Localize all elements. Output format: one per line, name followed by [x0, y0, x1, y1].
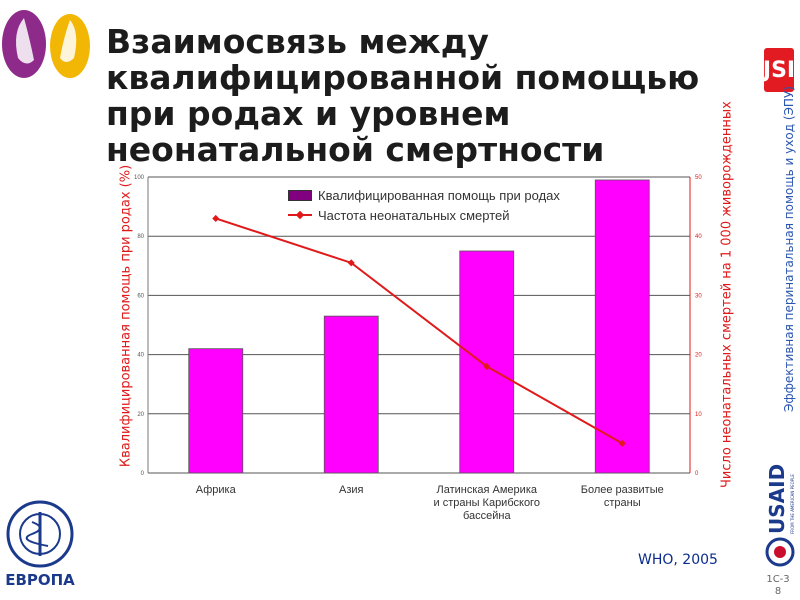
right-tick-label: 40 [695, 234, 702, 240]
page-number: 1С-3 8 [760, 574, 796, 598]
usaid-seal-icon [765, 537, 795, 567]
y-axis-right-label: Число неонатальных смертей на 1 000 живо… [719, 101, 735, 488]
slide-title: Взаимосвязь между квалифицированной помо… [106, 22, 700, 169]
line-path [215, 217, 623, 445]
line-series [212, 214, 626, 447]
chart-axes [147, 177, 691, 473]
mother-child-logo [2, 10, 90, 78]
who-region-label: ЕВРОПА [5, 571, 75, 589]
category-label: Африка [195, 484, 236, 496]
bar [459, 250, 515, 474]
y-axis-left-label: Квалифицированная помощь при родах (%) [118, 164, 134, 468]
legend-label-line: Частота неонатальных смертей [318, 207, 510, 223]
usaid-logo: USAID FROM THE AMERICAN PEOPLE [765, 464, 795, 567]
chart-legend: Квалифицированная помощь при родах Часто… [288, 185, 560, 225]
left-tick-label: 40 [137, 353, 144, 359]
category-label: Более развитые страны [580, 484, 664, 509]
left-tick-label: 80 [137, 234, 144, 240]
line-point [212, 214, 220, 222]
right-tick-label: 10 [695, 412, 702, 418]
usaid-tagline: FROM THE AMERICAN PEOPLE [790, 474, 795, 534]
right-tick-label: 50 [695, 175, 702, 181]
bar [188, 348, 244, 474]
left-axis-ticks: 0 20 40 60 80 100 [134, 175, 145, 477]
right-axis-ticks: 0 10 20 30 40 50 [695, 175, 702, 477]
line-point [618, 439, 626, 447]
left-tick-label: 100 [134, 175, 145, 181]
legend-item-line: Частота неонатальных смертей [288, 205, 560, 225]
line-point [347, 259, 355, 267]
usaid-wordmark: USAID [765, 464, 789, 534]
legend-item-bar: Квалифицированная помощь при родах [288, 185, 560, 205]
bar-series [188, 179, 650, 474]
line-point [483, 362, 491, 370]
legend-swatch-bar [288, 189, 312, 201]
who-emblem-icon [6, 500, 74, 568]
right-tick-label: 0 [695, 471, 699, 477]
left-tick-label: 0 [141, 471, 145, 477]
left-tick-label: 20 [137, 412, 144, 418]
source-citation: WHO, 2005 [638, 552, 718, 568]
category-label: Азия [339, 484, 364, 496]
legend-label-bar: Квалифицированная помощь при родах [318, 187, 560, 203]
right-tick-label: 20 [695, 353, 702, 359]
category-label: Латинская Америка и страны Карибского ба… [433, 484, 540, 522]
legend-swatch-line [288, 214, 312, 216]
page-number-text: 1С-3 8 [766, 574, 790, 597]
who-europe-logo: ЕВРОПА [5, 500, 75, 589]
left-tick-label: 60 [137, 293, 144, 299]
right-tick-label: 30 [695, 293, 702, 299]
bar [323, 315, 379, 474]
jsi-logo: JSI [763, 48, 795, 92]
bar [594, 179, 650, 474]
